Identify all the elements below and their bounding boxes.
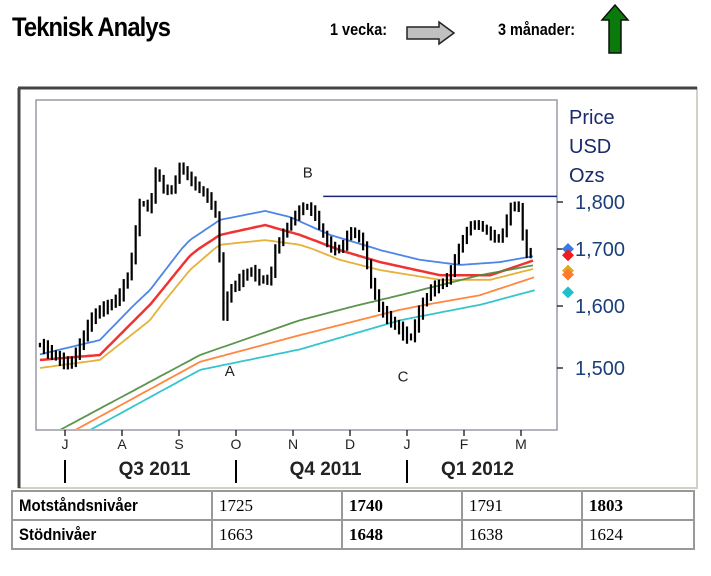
- annotation-label-b: B: [303, 165, 313, 182]
- month-label: O: [231, 436, 242, 452]
- month-label: A: [117, 436, 127, 452]
- y-tick-label: 1,600: [575, 296, 625, 318]
- table-cell: 1803: [581, 490, 695, 521]
- table-cell: 1624: [581, 519, 695, 550]
- levels-table: Motståndsnivåer 1725 1740 1791 1803 Stöd…: [11, 490, 695, 550]
- table-cell: 1638: [461, 519, 583, 550]
- moving-average-line: [90, 289, 535, 429]
- table-cell: 1791: [461, 490, 583, 521]
- moving-average-line: [75, 276, 535, 429]
- moving-average-line: [39, 209, 534, 356]
- up-arrow-icon: [600, 3, 630, 54]
- month-label: N: [288, 436, 298, 452]
- quarter-label: Q4 2011: [290, 459, 362, 480]
- annotation-label-c: C: [398, 369, 409, 386]
- y-axis-label: Ozs: [569, 165, 605, 187]
- month-label: J: [62, 436, 69, 452]
- page-title: Teknisk Analys: [12, 12, 171, 42]
- week-trend-label: 1 vecka:: [330, 20, 388, 39]
- moving-average-line: [59, 264, 534, 429]
- y-tick-label: 1,800: [575, 192, 625, 214]
- table-row-support: Stödnivåer 1663 1648 1638 1624: [11, 519, 695, 550]
- month-label: J: [404, 436, 411, 452]
- table-cell: 1663: [211, 519, 343, 550]
- ma-end-marker: [562, 243, 574, 255]
- price-chart: A B C Price USD Ozs 1,500 1,600 1,700 1,800 J A S O N D…: [17, 86, 698, 489]
- y-axis-label: Price: [569, 107, 615, 129]
- quarter-label: Q1 2012: [441, 459, 514, 480]
- month-label: D: [345, 436, 355, 452]
- plot-area: [35, 99, 558, 431]
- ma-end-marker: [562, 268, 574, 281]
- row-label: Motståndsnivåer: [19, 495, 138, 515]
- month-label: S: [174, 436, 183, 452]
- y-tick-label: 1,500: [575, 358, 625, 380]
- y-axis-label: USD: [569, 136, 611, 158]
- quarter-label: Q3 2011: [119, 459, 191, 480]
- right-arrow-icon: [406, 20, 456, 46]
- ma-end-marker: [562, 286, 574, 299]
- table-cell: 1648: [341, 519, 463, 550]
- three-month-trend-label: 3 månader:: [498, 20, 576, 39]
- table-cell: 1725: [211, 490, 343, 521]
- row-label: Stödnivåer: [19, 524, 97, 544]
- month-label: M: [515, 436, 527, 452]
- table-cell: 1740: [341, 490, 463, 521]
- plot-content: [38, 162, 535, 429]
- y-tick-label: 1,700: [575, 239, 625, 261]
- month-label: F: [460, 436, 469, 452]
- annotation-label-a: A: [225, 363, 235, 380]
- table-row-resistance: Motståndsnivåer 1725 1740 1791 1803: [11, 490, 695, 521]
- ma-end-marker: [562, 249, 574, 262]
